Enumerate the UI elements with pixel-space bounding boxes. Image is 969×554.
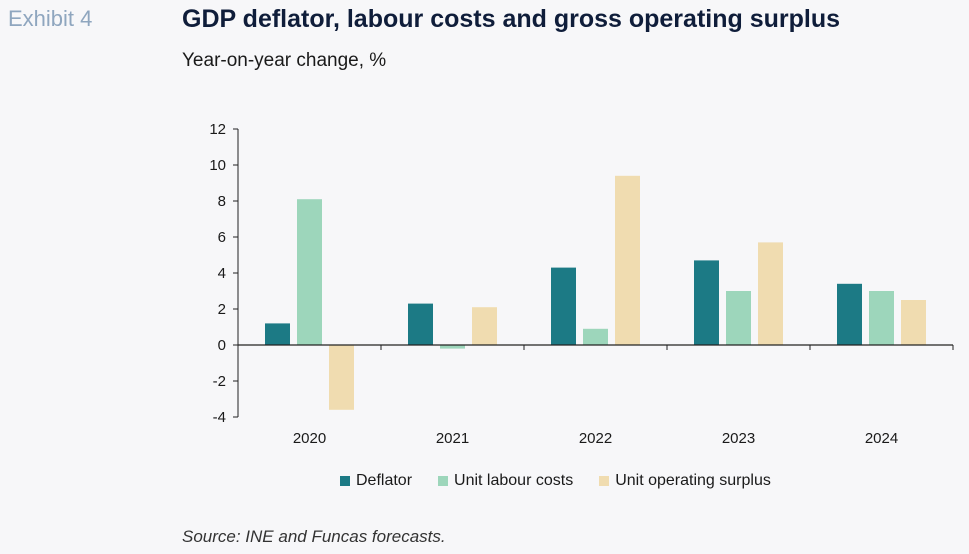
legend-item-deflator: Deflator: [340, 472, 412, 490]
bar-unit-labour-costs-2021: [440, 345, 465, 349]
x-tick-label: 2022: [579, 430, 612, 447]
y-tick-label: -2: [213, 373, 226, 390]
x-tick-label: 2024: [865, 430, 898, 447]
bar-unit-operating-surplus-2024: [901, 300, 926, 345]
y-tick-label: 4: [218, 265, 226, 282]
chart-subtitle: Year-on-year change, %: [182, 50, 387, 71]
y-tick-label: 12: [209, 121, 226, 138]
legend-swatch-deflator: [340, 476, 350, 486]
bar-unit-operating-surplus-2020: [329, 345, 354, 410]
exhibit-label: Exhibit 4: [8, 6, 93, 31]
bar-deflator-2023: [694, 260, 719, 345]
legend-label-unit-labour-costs: Unit labour costs: [454, 472, 574, 489]
bar-deflator-2022: [551, 267, 576, 345]
y-tick-label: 6: [218, 229, 226, 246]
bar-unit-operating-surplus-2022: [615, 175, 640, 345]
bar-unit-labour-costs-2022: [583, 328, 608, 345]
x-tick-label: 2021: [436, 430, 469, 447]
bar-unit-operating-surplus-2021: [472, 307, 497, 345]
legend-item-unit-labour-costs: Unit labour costs: [438, 472, 573, 490]
bar-deflator-2021: [408, 303, 433, 345]
bar-unit-labour-costs-2024: [869, 291, 894, 345]
y-tick-label: -4: [213, 409, 226, 426]
bar-unit-labour-costs-2020: [297, 199, 322, 345]
bar-unit-operating-surplus-2023: [758, 242, 783, 345]
bar-deflator-2024: [837, 283, 862, 345]
legend-item-unit-operating-surplus: Unit operating surplus: [599, 472, 771, 490]
legend-label-deflator: Deflator: [356, 472, 413, 489]
y-tick-label: 8: [218, 193, 226, 210]
x-tick-label: 2020: [293, 430, 326, 447]
y-tick-label: 2: [218, 301, 226, 318]
legend-swatch-unit-operating-surplus: [599, 476, 610, 486]
chart-legend: Deflator Unit labour costs Unit operatin…: [340, 472, 797, 490]
legend-label-unit-operating-surplus: Unit operating surplus: [615, 472, 771, 489]
x-tick-label: 2023: [722, 430, 755, 447]
y-tick-label: 10: [209, 157, 226, 174]
y-tick-label: 0: [218, 337, 226, 354]
chart-title: GDP deflator, labour costs and gross ope…: [182, 5, 840, 33]
bar-unit-labour-costs-2023: [726, 291, 751, 345]
source-note: Source: INE and Funcas forecasts.: [182, 527, 446, 546]
bar-deflator-2020: [265, 323, 290, 345]
legend-swatch-unit-labour-costs: [438, 476, 449, 486]
